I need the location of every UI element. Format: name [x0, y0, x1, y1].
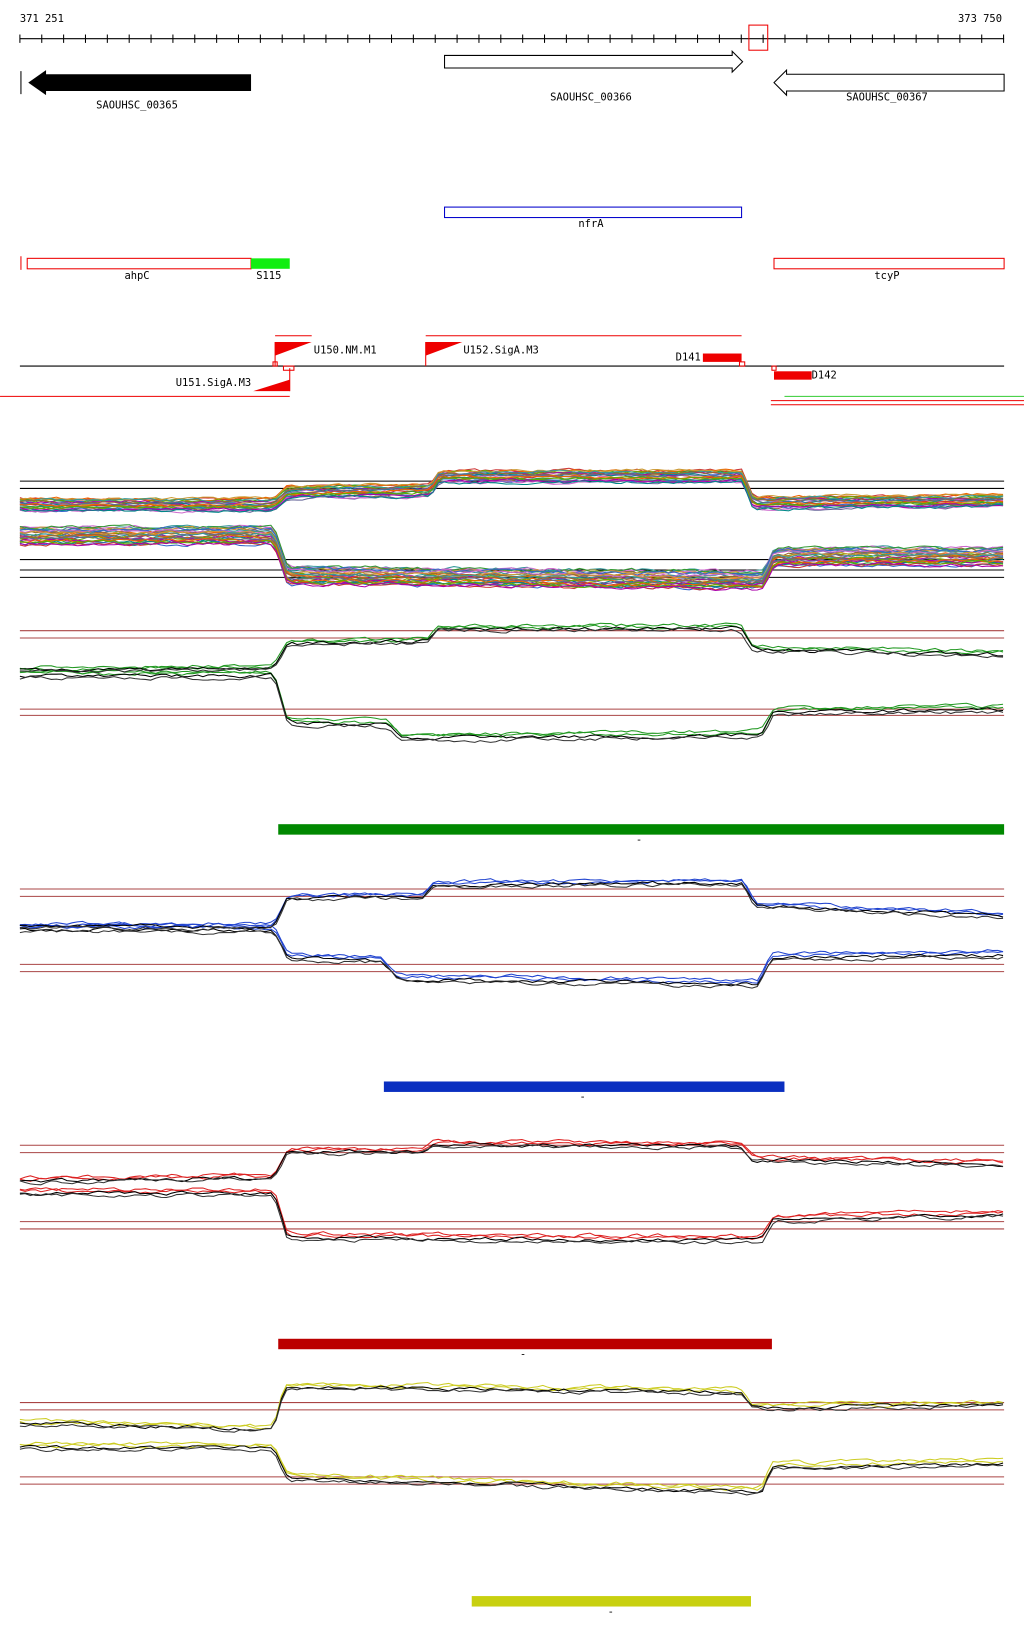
trace	[19, 882, 1004, 932]
annotation-box	[444, 206, 743, 219]
condition-bar	[383, 1081, 785, 1092]
trace	[19, 669, 1004, 737]
trace	[19, 536, 1004, 586]
promoter-block	[774, 371, 812, 380]
promoter-flag	[253, 379, 290, 392]
trace	[19, 878, 1004, 927]
ruler: 371 251 373 750	[19, 13, 1005, 51]
annotation-label: tcyP	[874, 270, 899, 282]
expression-traces	[19, 467, 1005, 1496]
annotation-box	[251, 258, 290, 269]
annotations: nfrA ahpC S115 tcyP	[20, 206, 1005, 282]
condition-bar	[278, 824, 1005, 835]
gene-label: SAOUHSC_00365	[96, 100, 178, 112]
trace	[19, 1192, 1004, 1245]
trace	[19, 1188, 1004, 1241]
gene-arrow	[444, 49, 744, 74]
promoter-flag	[425, 342, 463, 356]
ruler-start: 371 251	[20, 13, 64, 25]
genes: SAOUHSC_00365 SAOUHSC_00366 SAOUHSC_0036…	[20, 49, 1005, 112]
condition-bars: - - - -	[278, 824, 1005, 1618]
gene-arrow	[773, 68, 1005, 97]
promoters: U150.NM.M1 U151.SigA.M3 U152.SigA.M3 D14…	[0, 335, 1024, 406]
trace	[19, 625, 1004, 673]
selection-box	[748, 24, 769, 51]
trace	[19, 541, 1004, 592]
condition-label: -	[579, 1091, 585, 1103]
trace	[19, 1385, 1004, 1431]
trace	[19, 539, 1004, 589]
trace	[19, 525, 1004, 576]
annotation-label: ahpC	[124, 270, 149, 282]
promoter-mark	[771, 365, 777, 371]
annotation-box	[26, 257, 252, 270]
promoter-mark	[282, 365, 295, 371]
condition-bar	[471, 1596, 751, 1607]
trace	[19, 478, 1004, 512]
trace	[19, 473, 1004, 507]
promoter-label: U151.SigA.M3	[176, 377, 251, 389]
trace	[19, 624, 1004, 672]
trace	[19, 530, 1004, 580]
promoter-block	[702, 353, 742, 362]
trace	[19, 670, 1004, 738]
trace	[19, 538, 1004, 588]
trace	[19, 923, 1004, 982]
trace	[19, 1442, 1004, 1491]
promoter-label: U150.NM.M1	[314, 344, 377, 356]
trace	[19, 480, 1004, 513]
trace	[19, 1140, 1004, 1182]
trace	[19, 469, 1004, 503]
promoter-flag	[275, 342, 312, 356]
gene-label: SAOUHSC_00367	[846, 91, 928, 103]
trace	[19, 475, 1004, 509]
annotation-label: nfrA	[578, 218, 604, 230]
ruler-end: 373 750	[958, 13, 1002, 25]
trace	[19, 626, 1004, 673]
trace	[19, 924, 1004, 984]
promoter-label: U152.SigA.M3	[463, 344, 538, 356]
condition-label: -	[636, 834, 642, 846]
trace	[19, 672, 1004, 741]
trace	[19, 926, 1004, 987]
promoter-mark	[272, 361, 278, 367]
trace	[19, 1446, 1004, 1496]
trace	[19, 1387, 1004, 1433]
trace	[19, 675, 1004, 743]
gene-label: SAOUHSC_00366	[550, 91, 632, 103]
condition-bar	[278, 1338, 772, 1350]
promoter-label: D141	[676, 352, 701, 364]
trace	[19, 1444, 1004, 1494]
condition-label: -	[520, 1348, 526, 1360]
gene-arrow	[28, 70, 252, 96]
trace	[19, 524, 1004, 574]
trace	[19, 1381, 1004, 1428]
condition-label: -	[608, 1606, 614, 1618]
annotation-box	[773, 257, 1005, 270]
trace	[19, 928, 1004, 989]
annotation-label: S115	[256, 270, 281, 282]
trace	[19, 474, 1004, 509]
trace	[19, 468, 1004, 501]
promoter-label: D142	[812, 369, 837, 381]
promoter-mark	[738, 361, 746, 367]
trace	[19, 1143, 1004, 1186]
